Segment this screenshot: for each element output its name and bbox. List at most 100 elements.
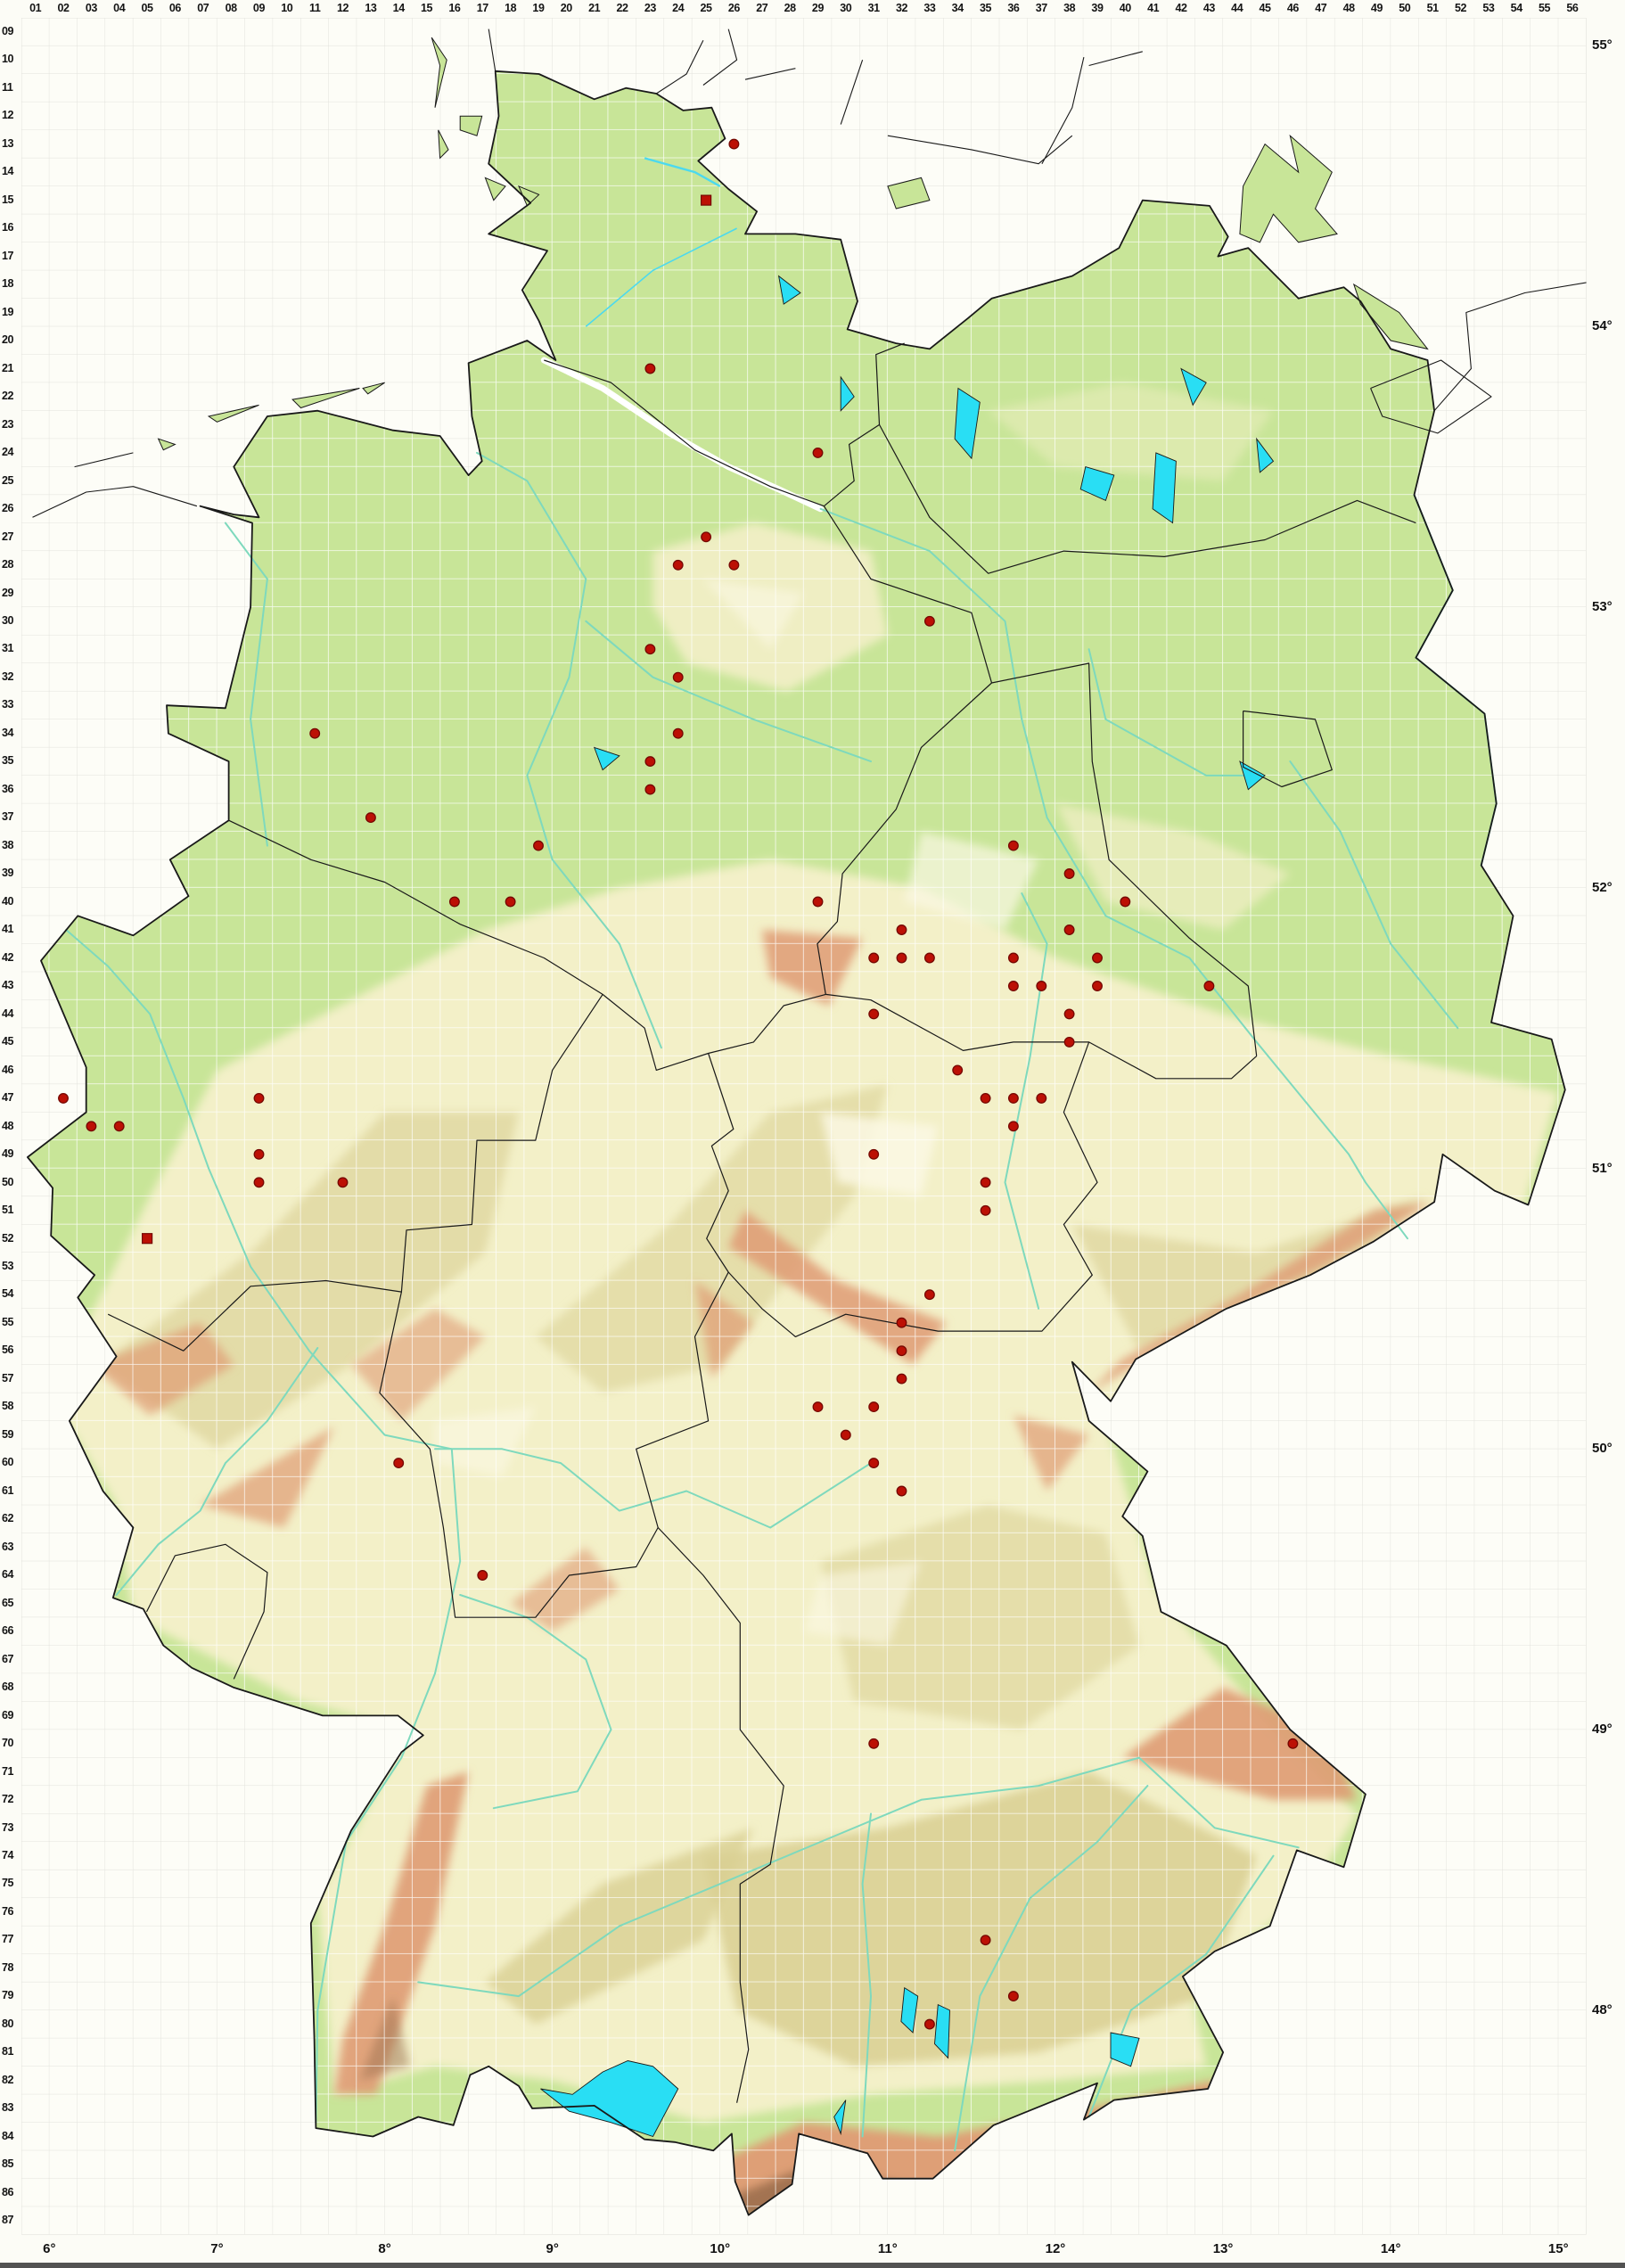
row-label-34: 34 bbox=[2, 726, 14, 739]
row-label-30: 30 bbox=[2, 614, 14, 628]
row-label-27: 27 bbox=[2, 530, 14, 543]
row-label-33: 33 bbox=[2, 698, 14, 711]
col-label-10: 10 bbox=[281, 2, 293, 14]
row-label-13: 13 bbox=[2, 136, 14, 150]
col-label-02: 02 bbox=[57, 2, 70, 14]
row-label-72: 72 bbox=[2, 1793, 14, 1806]
col-label-17: 17 bbox=[476, 2, 489, 14]
row-label-69: 69 bbox=[2, 1708, 14, 1722]
col-label-43: 43 bbox=[1202, 2, 1216, 14]
occurrence-dot bbox=[644, 756, 656, 768]
occurrence-dot bbox=[505, 896, 516, 908]
row-label-21: 21 bbox=[2, 361, 14, 374]
col-label-13: 13 bbox=[365, 2, 377, 14]
row-label-12: 12 bbox=[2, 109, 14, 122]
lon-label-12: 12° bbox=[1045, 2240, 1066, 2256]
occurrence-dot bbox=[896, 952, 907, 964]
col-label-15: 15 bbox=[421, 2, 433, 14]
row-label-57: 57 bbox=[2, 1371, 14, 1385]
occurrence-dot bbox=[896, 1345, 907, 1357]
occurrence-dot bbox=[923, 952, 935, 964]
col-label-50: 50 bbox=[1399, 2, 1411, 14]
col-label-11: 11 bbox=[308, 2, 321, 14]
occurrence-dot bbox=[812, 447, 824, 458]
occurrence-dot bbox=[896, 1485, 907, 1497]
lat-label-48: 48° bbox=[1592, 2001, 1613, 2017]
col-label-36: 36 bbox=[1007, 2, 1020, 14]
row-label-16: 16 bbox=[2, 221, 14, 234]
row-label-11: 11 bbox=[2, 80, 13, 94]
occurrence-dot bbox=[896, 1317, 907, 1328]
occurrence-dot bbox=[1063, 868, 1075, 879]
col-label-19: 19 bbox=[532, 2, 545, 14]
row-label-37: 37 bbox=[2, 810, 14, 824]
occurrence-dot bbox=[812, 896, 824, 908]
col-label-26: 26 bbox=[727, 2, 741, 14]
occurrence-dot bbox=[923, 1289, 935, 1301]
col-label-33: 33 bbox=[923, 2, 936, 14]
col-label-01: 01 bbox=[29, 2, 42, 14]
row-label-60: 60 bbox=[2, 1456, 14, 1469]
row-label-49: 49 bbox=[2, 1147, 14, 1161]
col-label-29: 29 bbox=[811, 2, 825, 14]
row-label-53: 53 bbox=[2, 1259, 14, 1272]
row-label-44: 44 bbox=[2, 1007, 14, 1020]
row-label-65: 65 bbox=[2, 1596, 14, 1609]
occurrence-dot bbox=[1092, 981, 1103, 991]
col-label-37: 37 bbox=[1035, 2, 1048, 14]
col-label-41: 41 bbox=[1147, 2, 1160, 14]
col-label-56: 56 bbox=[1566, 2, 1579, 14]
col-label-51: 51 bbox=[1426, 2, 1440, 14]
row-label-82: 82 bbox=[2, 2073, 14, 2086]
occurrence-dot bbox=[393, 1458, 405, 1469]
occurrence-dot bbox=[113, 1121, 125, 1132]
row-label-31: 31 bbox=[2, 642, 14, 655]
occurrence-dot bbox=[868, 1008, 880, 1020]
row-label-83: 83 bbox=[2, 2101, 14, 2115]
occurrence-dot bbox=[1036, 1092, 1047, 1104]
row-label-41: 41 bbox=[2, 923, 14, 936]
row-label-84: 84 bbox=[2, 2129, 14, 2142]
row-label-75: 75 bbox=[2, 1877, 14, 1890]
occurrence-dot bbox=[644, 363, 656, 374]
row-label-71: 71 bbox=[2, 1764, 14, 1778]
row-label-25: 25 bbox=[2, 473, 14, 487]
bottom-frame-bar bbox=[0, 2263, 1625, 2268]
occurrence-dot bbox=[477, 1570, 488, 1581]
col-label-12: 12 bbox=[336, 2, 349, 14]
occurrence-dot bbox=[868, 1458, 880, 1469]
col-label-42: 42 bbox=[1175, 2, 1187, 14]
row-label-56: 56 bbox=[2, 1344, 14, 1357]
col-label-49: 49 bbox=[1370, 2, 1383, 14]
occurrence-dot bbox=[980, 1204, 991, 1216]
occurrence-square bbox=[142, 1233, 153, 1245]
row-label-55: 55 bbox=[2, 1315, 14, 1328]
row-label-32: 32 bbox=[2, 670, 14, 683]
occurrence-dot bbox=[1063, 1036, 1075, 1048]
row-label-81: 81 bbox=[2, 2045, 14, 2058]
lat-label-53: 53° bbox=[1592, 599, 1613, 615]
col-label-27: 27 bbox=[756, 2, 768, 14]
occurrence-square bbox=[700, 194, 712, 206]
occurrence-dot bbox=[840, 1429, 851, 1441]
occurrence-dot bbox=[923, 2018, 935, 2030]
row-label-51: 51 bbox=[2, 1204, 14, 1217]
col-label-18: 18 bbox=[505, 2, 517, 14]
row-label-73: 73 bbox=[2, 1820, 14, 1834]
col-label-14: 14 bbox=[392, 2, 406, 14]
row-label-42: 42 bbox=[2, 950, 14, 964]
occurrence-dot bbox=[896, 924, 907, 935]
row-label-40: 40 bbox=[2, 894, 14, 908]
row-label-87: 87 bbox=[2, 2214, 14, 2227]
row-label-22: 22 bbox=[2, 390, 14, 403]
lat-label-55: 55° bbox=[1592, 37, 1613, 53]
col-label-30: 30 bbox=[840, 2, 852, 14]
row-label-50: 50 bbox=[2, 1175, 14, 1188]
occurrence-dot bbox=[1203, 981, 1215, 991]
col-label-09: 09 bbox=[252, 2, 266, 14]
occurrence-dot bbox=[1092, 952, 1103, 964]
row-label-24: 24 bbox=[2, 446, 14, 459]
occurrence-dot bbox=[1007, 981, 1019, 991]
